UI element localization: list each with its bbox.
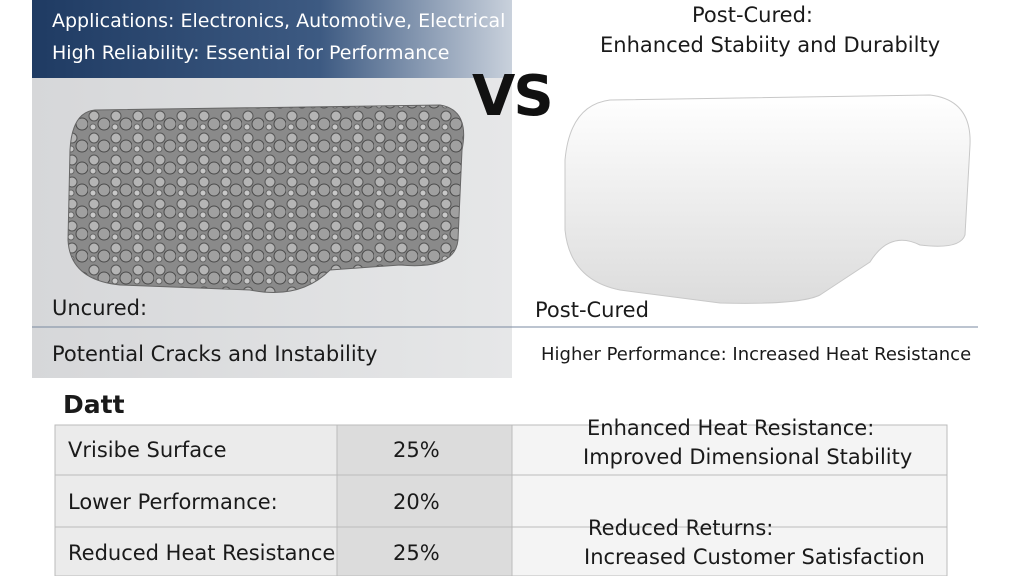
cell: Vrisibe Surface	[68, 438, 227, 462]
cell: 25%	[393, 438, 440, 462]
cured-block	[564, 94, 971, 304]
note-title: Reduced Returns:	[588, 516, 774, 540]
right-text: Higher Performance: Increased Heat Resis…	[541, 344, 972, 365]
vs-label: VS	[472, 64, 554, 129]
right-title: Post-Cured:	[692, 3, 813, 27]
banner-line: High Reliability: Essential for Performa…	[52, 42, 450, 64]
banner	[32, 0, 512, 78]
table-title: Datt	[63, 390, 125, 419]
left-text: Potential Cracks and Instability	[52, 342, 378, 366]
table-col	[336, 424, 513, 576]
left-label: Uncured:	[52, 296, 148, 320]
cell: Reduced Heat Resistance	[68, 541, 336, 565]
cell: 25%	[393, 541, 440, 565]
right-subtitle: Enhanced Stabiity and Durabilty	[600, 33, 941, 57]
uncured-block	[67, 104, 465, 293]
banner-line: Applications: Electronics, Automotive, E…	[52, 10, 506, 32]
note-title: Enhanced Heat Resistance:	[587, 416, 875, 440]
note-text: Increased Customer Satisfaction	[584, 545, 925, 569]
table-right	[511, 424, 948, 576]
right-label: Post-Cured	[535, 298, 649, 322]
note-text: Improved Dimensional Stability	[583, 445, 913, 469]
cell: 20%	[393, 490, 440, 514]
cell: Lower Performance:	[68, 490, 278, 514]
